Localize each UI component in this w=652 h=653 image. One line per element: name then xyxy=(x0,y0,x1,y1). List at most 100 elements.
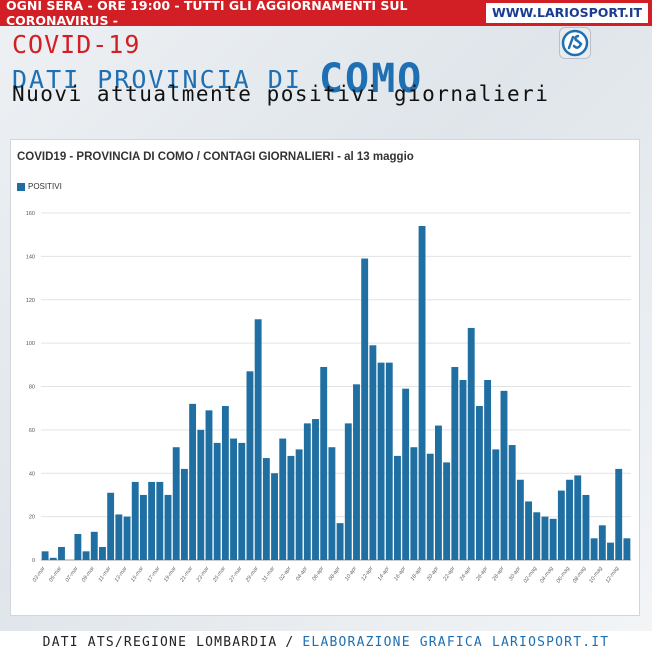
bar-03-mag[interactable] xyxy=(541,516,549,560)
bar-18-apr[interactable] xyxy=(418,226,426,560)
header-province-title: DATI PROVINCIA DI COMO xyxy=(12,52,423,102)
x-tick-label: 04-mag xyxy=(539,565,555,584)
y-tick-label: 100 xyxy=(26,341,35,347)
bar-01-mag[interactable] xyxy=(525,501,533,560)
bar-12-mag[interactable] xyxy=(615,468,623,560)
bar-15-apr[interactable] xyxy=(394,455,401,560)
bar-04-mag[interactable] xyxy=(549,518,557,560)
x-tick-label: 08-mag xyxy=(572,565,588,584)
bar-11-mag[interactable] xyxy=(607,542,614,560)
bar-17-apr[interactable] xyxy=(410,447,418,560)
bar-05-mar[interactable] xyxy=(58,546,65,560)
bar-03-apr[interactable] xyxy=(295,449,303,560)
bar-03-mar[interactable] xyxy=(41,551,49,560)
bar-14-apr[interactable] xyxy=(385,362,393,560)
chart-title: COVID19 - PROVINCIA DI COMO / CONTAGI GI… xyxy=(17,151,414,163)
bar-09-mar[interactable] xyxy=(90,531,98,560)
legend-swatch xyxy=(17,182,25,191)
bar-05-mag[interactable] xyxy=(557,490,565,560)
bar-24-apr[interactable] xyxy=(467,327,475,560)
bar-01-apr[interactable] xyxy=(279,438,287,560)
bar-23-mar[interactable] xyxy=(205,410,213,560)
x-tick-label: 10-mag xyxy=(588,565,604,584)
bar-24-mar[interactable] xyxy=(213,442,221,560)
bar-21-mar[interactable] xyxy=(189,403,197,560)
bar-29-mar[interactable] xyxy=(254,319,262,560)
chart-legend: POSITIVI xyxy=(17,182,62,191)
bar-02-apr[interactable] xyxy=(287,455,295,560)
x-tick-label: 23-mar xyxy=(195,565,211,584)
bar-07-mag[interactable] xyxy=(574,475,582,560)
bar-31-mar[interactable] xyxy=(271,473,278,560)
bar-18-mar[interactable] xyxy=(164,494,172,560)
bar-12-mar[interactable] xyxy=(115,514,123,560)
x-tick-label: 03-mar xyxy=(32,565,48,584)
bar-11-apr[interactable] xyxy=(361,258,369,560)
bar-26-apr[interactable] xyxy=(484,379,492,560)
bar-22-mar[interactable] xyxy=(197,429,205,560)
x-tick-label: 06-mag xyxy=(556,565,572,584)
bar-08-apr[interactable] xyxy=(336,523,344,560)
bar-28-apr[interactable] xyxy=(500,390,508,560)
y-tick-label: 60 xyxy=(29,428,35,434)
bar-13-mag[interactable] xyxy=(623,538,631,560)
bar-06-mag[interactable] xyxy=(566,479,573,560)
bar-04-apr[interactable] xyxy=(303,423,311,560)
x-tick-label: 09-mar xyxy=(81,565,97,584)
x-tick-label: 28-apr xyxy=(491,565,506,583)
bar-02-mag[interactable] xyxy=(533,512,541,560)
bar-17-mar[interactable] xyxy=(156,481,164,560)
bar-13-mar[interactable] xyxy=(123,516,131,560)
bar-07-apr[interactable] xyxy=(328,447,336,560)
bar-05-apr[interactable] xyxy=(312,419,319,560)
x-tick-label: 18-apr xyxy=(410,565,425,582)
bar-11-mar[interactable] xyxy=(107,492,115,560)
bar-20-apr[interactable] xyxy=(434,425,442,560)
bar-15-mar[interactable] xyxy=(139,494,147,560)
bar-20-mar[interactable] xyxy=(180,468,188,560)
x-tick-label: 05-mar xyxy=(48,565,64,584)
bar-19-mar[interactable] xyxy=(172,447,180,560)
bar-22-apr[interactable] xyxy=(451,366,459,560)
bar-30-mar[interactable] xyxy=(262,458,270,560)
bar-16-apr[interactable] xyxy=(402,388,410,560)
bar-13-apr[interactable] xyxy=(377,362,385,560)
x-tick-label: 14-apr xyxy=(377,565,392,582)
bar-25-mar[interactable] xyxy=(221,406,229,560)
bar-10-mar[interactable] xyxy=(99,546,106,560)
x-tick-label: 17-mar xyxy=(147,565,163,584)
bar-10-mag[interactable] xyxy=(598,525,606,560)
x-tick-label: 06-apr xyxy=(311,565,326,582)
y-tick-label: 20 xyxy=(29,515,35,521)
header-province-prefix: DATI PROVINCIA DI xyxy=(12,65,302,94)
bar-09-apr[interactable] xyxy=(344,423,352,560)
x-tick-label: 08-apr xyxy=(328,565,343,582)
bar-23-apr[interactable] xyxy=(459,379,467,560)
bar-16-mar[interactable] xyxy=(148,481,156,560)
bar-26-mar[interactable] xyxy=(230,438,238,560)
footer-separator: / xyxy=(285,634,295,650)
bar-29-apr[interactable] xyxy=(508,445,516,560)
bar-04-mar[interactable] xyxy=(49,557,57,560)
bar-28-mar[interactable] xyxy=(246,371,254,560)
bar-08-mar[interactable] xyxy=(82,551,90,560)
bar-14-mar[interactable] xyxy=(131,481,139,560)
bar-21-apr[interactable] xyxy=(443,462,451,560)
bar-08-mag[interactable] xyxy=(582,494,590,560)
bar-12-apr[interactable] xyxy=(369,345,377,560)
bar-25-apr[interactable] xyxy=(475,406,483,560)
bar-09-mag[interactable] xyxy=(590,538,598,560)
bar-19-apr[interactable] xyxy=(426,453,434,560)
bar-06-apr[interactable] xyxy=(320,366,328,560)
lariosport-logo-icon[interactable] xyxy=(559,27,591,59)
bar-30-apr[interactable] xyxy=(516,479,524,560)
x-tick-label: 15-mar xyxy=(130,565,146,584)
bar-07-mar[interactable] xyxy=(74,533,82,560)
x-tick-label: 21-mar xyxy=(179,565,195,584)
x-tick-label: 13-mar xyxy=(114,565,130,584)
bar-27-mar[interactable] xyxy=(238,442,246,560)
bar-10-apr[interactable] xyxy=(353,384,360,560)
bar-27-apr[interactable] xyxy=(492,449,500,560)
x-tick-label: 27-mar xyxy=(228,565,244,584)
site-link[interactable]: WWW.LARIOSPORT.IT xyxy=(485,3,648,23)
